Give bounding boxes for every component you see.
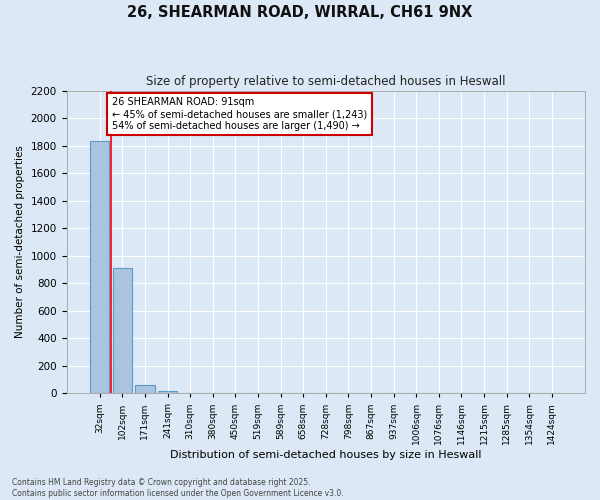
Text: 26, SHEARMAN ROAD, WIRRAL, CH61 9NX: 26, SHEARMAN ROAD, WIRRAL, CH61 9NX [127,5,473,20]
Text: Contains HM Land Registry data © Crown copyright and database right 2025.
Contai: Contains HM Land Registry data © Crown c… [12,478,344,498]
Y-axis label: Number of semi-detached properties: Number of semi-detached properties [15,146,25,338]
Title: Size of property relative to semi-detached houses in Heswall: Size of property relative to semi-detach… [146,75,506,88]
Text: 26 SHEARMAN ROAD: 91sqm
← 45% of semi-detached houses are smaller (1,243)
54% of: 26 SHEARMAN ROAD: 91sqm ← 45% of semi-de… [112,98,367,130]
Bar [90,142,109,394]
Bar [113,268,132,394]
X-axis label: Distribution of semi-detached houses by size in Heswall: Distribution of semi-detached houses by … [170,450,482,460]
Bar [158,390,177,394]
Bar [136,385,155,394]
